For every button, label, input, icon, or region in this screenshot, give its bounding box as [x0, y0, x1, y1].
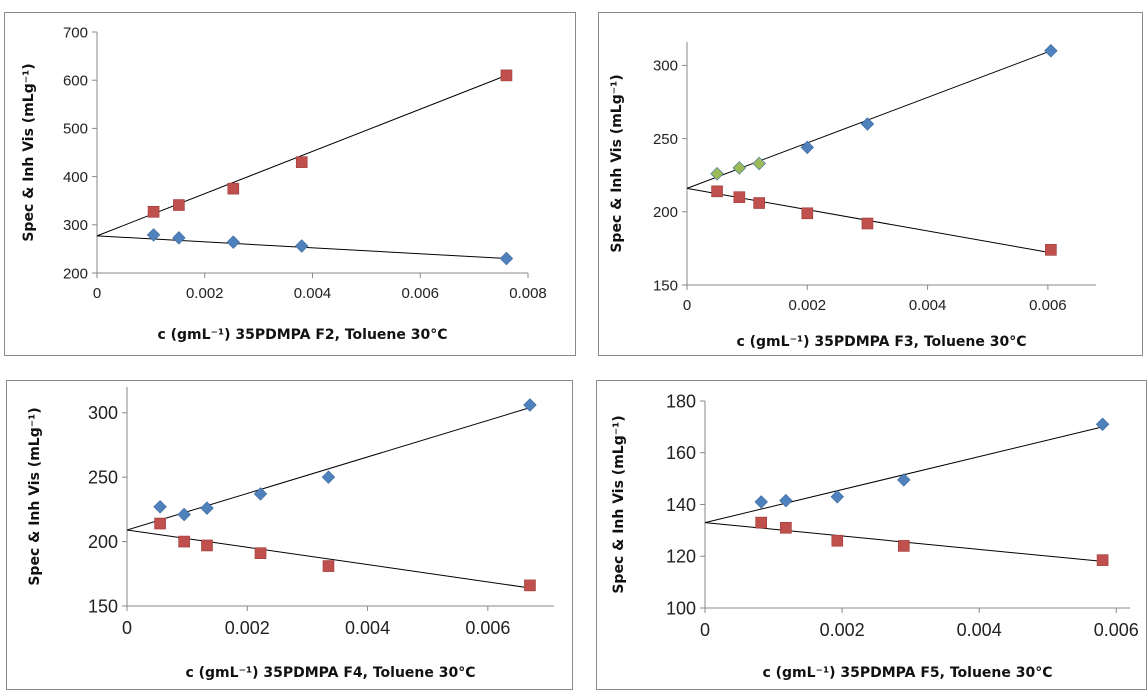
- x-tick-label: 0.004: [909, 297, 947, 314]
- data-point-diamond: [779, 493, 793, 508]
- y-axis-label: Spec & Inh Vis (mLg⁻¹): [27, 407, 43, 585]
- x-tick-label: 0.002: [186, 285, 224, 302]
- x-tick-label: 0.006: [465, 618, 510, 638]
- y-tick-label: 100: [666, 598, 696, 618]
- x-tick-label: 0.006: [1094, 620, 1139, 640]
- data-point-square: [861, 217, 874, 230]
- y-tick-label: 150: [653, 277, 678, 294]
- data-point-square: [524, 579, 536, 592]
- chart-panel-f2: 200 300 400 500 600 700 0 0.002 0.004 0.006 0.008 c…: [4, 12, 576, 356]
- data-point-square: [178, 535, 190, 548]
- trendline: [126, 407, 531, 531]
- x-tick-label: 0.002: [225, 618, 270, 638]
- chart-svg: 150 200 250 300 0 0.002 0.004 0.006 c (gmL⁻¹) 35…: [27, 387, 554, 681]
- chart-panel-f4: 150 200 250 300 0 0.002 0.004 0.006 c (gmL⁻¹) 35…: [6, 380, 573, 690]
- data-point-square: [500, 69, 513, 82]
- y-tick-label: 160: [666, 443, 696, 463]
- trendline: [126, 529, 531, 589]
- data-point-square: [801, 207, 814, 220]
- x-tick-label: 0.006: [401, 285, 439, 302]
- x-axis-label: c (gmL⁻¹) 35PDMPA F4, Toluene 30°C: [185, 665, 475, 681]
- y-tick-label: 150: [88, 596, 118, 616]
- data-point-square: [831, 534, 844, 547]
- x-tick-label: 0.008: [509, 285, 547, 302]
- y-tick-label: 250: [653, 131, 678, 148]
- y-tick-label: 200: [653, 204, 678, 221]
- data-point-diamond: [153, 500, 167, 514]
- data-point-diamond: [1044, 44, 1058, 58]
- data-point-diamond: [200, 501, 214, 515]
- data-point-diamond: [897, 473, 911, 487]
- data-point-square: [897, 540, 910, 552]
- data-point-diamond: [253, 487, 268, 501]
- y-tick-label: 500: [63, 121, 88, 138]
- data-point-square: [755, 516, 768, 529]
- data-point-diamond: [860, 117, 875, 131]
- y-tick-label: 600: [63, 72, 88, 89]
- y-tick-label: 180: [666, 391, 696, 411]
- y-tick-label: 400: [63, 169, 88, 186]
- x-tick-label: 0: [93, 285, 101, 302]
- data-point-diamond: [172, 231, 186, 245]
- x-tick-label: 0: [700, 620, 710, 640]
- chart-svg: 100 120 140 160 180 0 0.002 0.004 0.006 c (gmL⁻¹)…: [611, 391, 1139, 681]
- data-point-diamond: [321, 470, 336, 484]
- data-point-square: [154, 517, 166, 530]
- y-axis-label: Spec & Inh Vis (mLg⁻¹): [609, 74, 625, 252]
- data-point-diamond: [752, 156, 766, 171]
- data-point-diamond: [1095, 417, 1110, 432]
- data-point-diamond: [226, 235, 241, 249]
- data-point-diamond: [499, 251, 514, 266]
- data-point-square: [1045, 244, 1057, 256]
- data-point-square: [1096, 554, 1109, 566]
- x-tick-label: 0.004: [957, 620, 1002, 640]
- data-point-square: [780, 521, 792, 534]
- data-point-square: [227, 182, 240, 195]
- data-point-diamond: [146, 228, 161, 242]
- data-point-square: [733, 191, 746, 203]
- data-point-diamond: [732, 161, 747, 175]
- x-tick-label: 0.006: [1029, 297, 1067, 314]
- data-point-square: [201, 539, 213, 552]
- data-point-diamond: [800, 140, 815, 155]
- trendline: [96, 74, 507, 237]
- x-axis-label: c (gmL⁻¹) 35PDMPA F2, Toluene 30°C: [157, 327, 447, 343]
- y-tick-label: 300: [88, 403, 118, 423]
- data-point-diamond: [754, 495, 768, 509]
- x-tick-label: 0.004: [345, 618, 390, 638]
- x-tick-label: 0: [122, 618, 132, 638]
- y-axis-label: Spec & Inh Vis (mLg⁻¹): [611, 415, 627, 593]
- data-point-square: [295, 156, 308, 168]
- y-tick-label: 200: [88, 532, 118, 552]
- data-point-diamond: [710, 167, 724, 181]
- x-axis-label: c (gmL⁻¹) 35PDMPA F5, Toluene 30°C: [762, 665, 1052, 681]
- x-tick-label: 0.002: [820, 620, 865, 640]
- data-point-square: [322, 560, 335, 572]
- y-tick-label: 300: [653, 58, 678, 75]
- data-point-diamond: [177, 507, 191, 522]
- data-point-diamond: [523, 398, 537, 412]
- y-tick-label: 700: [63, 24, 88, 41]
- chart-panel-f5: 100 120 140 160 180 0 0.002 0.004 0.006 c (gmL⁻¹)…: [596, 380, 1147, 690]
- y-tick-label: 200: [63, 265, 88, 282]
- x-tick-label: 0.002: [789, 297, 827, 314]
- data-point-diamond: [830, 490, 845, 504]
- data-point-square: [711, 185, 723, 198]
- data-point-square: [753, 197, 765, 209]
- x-axis-label: c (gmL⁻¹) 35PDMPA F3, Toluene 30°C: [736, 334, 1026, 350]
- data-point-square: [147, 205, 160, 218]
- x-tick-label: 0: [683, 297, 691, 314]
- data-point-square: [254, 547, 267, 559]
- y-tick-label: 300: [63, 217, 88, 234]
- data-point-diamond: [295, 239, 309, 253]
- x-tick-label: 0.004: [294, 285, 332, 302]
- y-tick-label: 140: [666, 495, 696, 515]
- chart-svg: 150 200 250 300 0 0.002 0.004 0.006 c (gmL⁻¹) 35…: [609, 42, 1096, 350]
- chart-svg: 200 300 400 500 600 700 0 0.002 0.004 0.006 0.008 c…: [21, 24, 547, 343]
- data-point-square: [173, 199, 185, 211]
- chart-panel-f3: 150 200 250 300 0 0.002 0.004 0.006 c (gmL⁻¹) 35…: [598, 12, 1143, 356]
- y-axis-label: Spec & Inh Vis (mLg⁻¹): [21, 63, 37, 241]
- y-tick-label: 120: [666, 547, 696, 567]
- y-tick-label: 250: [88, 467, 118, 487]
